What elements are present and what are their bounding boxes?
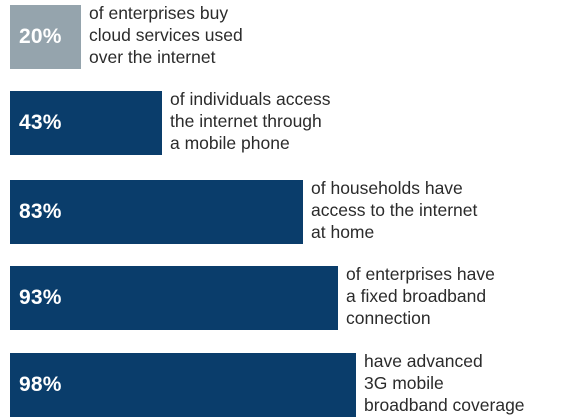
bar-description-line: of households have — [311, 178, 463, 198]
bar-value-label: 98% — [19, 373, 62, 396]
bar: 83% — [10, 180, 303, 244]
bar-value-label: 93% — [19, 286, 62, 309]
bar-description-line: over the internet — [89, 47, 216, 67]
bar-description-line: broadband coverage — [364, 395, 525, 415]
bar-description-line: a fixed broadband — [346, 286, 487, 306]
bar-description-line: at home — [311, 222, 375, 242]
bar-description-line: cloud services used — [89, 25, 243, 45]
bar-description-line: 3G mobile — [364, 373, 444, 393]
bar-description: of individuals access the internet throug… — [170, 88, 331, 154]
bar-description-line: the internet through — [170, 111, 322, 131]
bar-value-label: 20% — [19, 25, 62, 48]
bar-description-line: of enterprises buy — [89, 3, 229, 23]
bar: 20% — [10, 5, 81, 69]
bar-description: of enterprises have a fixed broadband conn… — [346, 263, 495, 329]
bar: 98% — [10, 353, 356, 417]
bar-description: of enterprises buy cloud services used ove… — [89, 2, 243, 68]
bar-value-label: 83% — [19, 200, 62, 223]
bar-description-line: a mobile phone — [170, 133, 290, 153]
bar-description-line: of enterprises have — [346, 264, 495, 284]
bar: 43% — [10, 91, 162, 155]
bar-description-line: have advanced — [364, 351, 483, 371]
bar-description-line: of individuals access — [170, 89, 331, 109]
bar-value-label: 43% — [19, 111, 62, 134]
bar-description-line: access to the internet — [311, 200, 478, 220]
bar: 93% — [10, 266, 338, 330]
bar-description-line: connection — [346, 308, 431, 328]
bar-description: have advanced 3G mobile broadband coverage — [364, 350, 525, 416]
bar-description: of households have access to the internet… — [311, 177, 477, 243]
